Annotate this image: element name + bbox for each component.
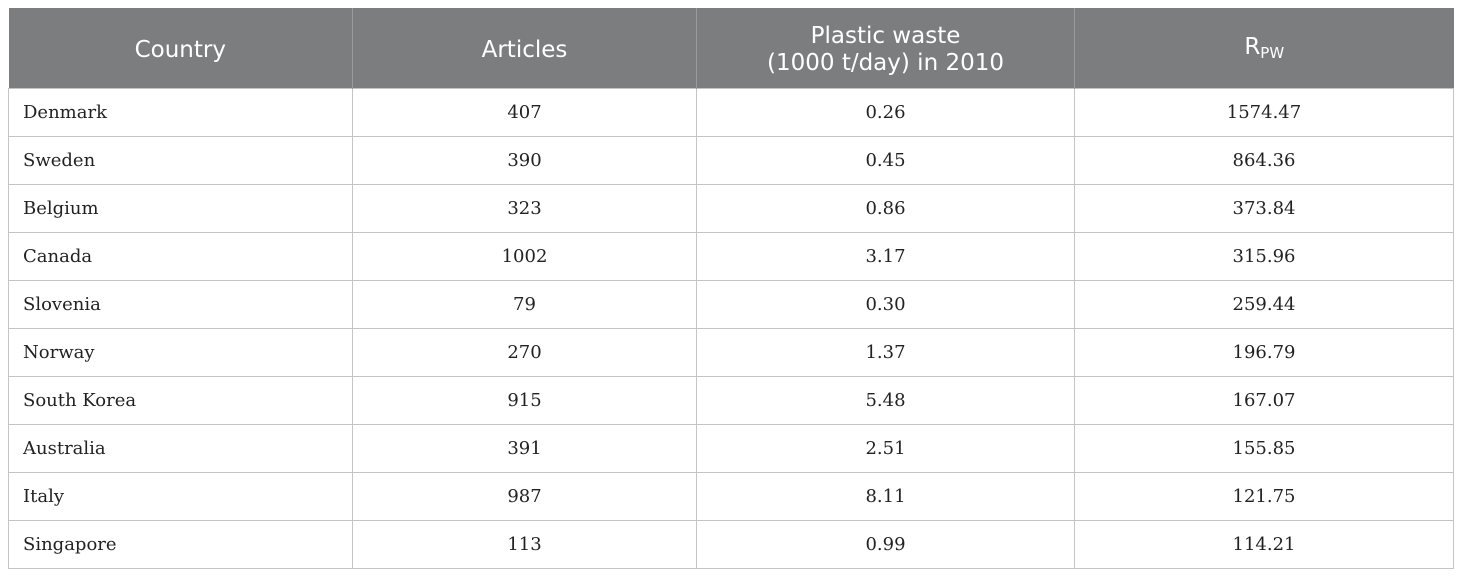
- articles-cell: 270: [352, 328, 697, 377]
- table-body: Denmark 407 0.26 1574.47 Sweden 390 0.45 864.36…: [8, 88, 1454, 569]
- articles-cell: 987: [352, 472, 697, 521]
- country-cell: Australia: [8, 424, 353, 473]
- plastic-waste-cell: 8.11: [696, 472, 1075, 521]
- rpw-cell: 373.84: [1074, 184, 1454, 233]
- country-cell: Norway: [8, 328, 353, 377]
- table-row: Denmark 407 0.26 1574.47: [8, 88, 1454, 137]
- country-cell: Slovenia: [8, 280, 353, 329]
- country-cell: Sweden: [8, 136, 353, 185]
- plastic-waste-cell: 0.45: [696, 136, 1075, 185]
- country-cell: Singapore: [8, 520, 353, 569]
- data-table-container: Country Articles Plastic waste (1000 t/d…: [8, 8, 1454, 569]
- header-country: Country: [8, 8, 353, 89]
- articles-cell: 1002: [352, 232, 697, 281]
- plastic-waste-cell: 5.48: [696, 376, 1075, 425]
- plastic-waste-cell: 1.37: [696, 328, 1075, 377]
- header-rpw-main: R: [1244, 33, 1261, 60]
- country-cell: Denmark: [8, 88, 353, 137]
- articles-cell: 79: [352, 280, 697, 329]
- header-row: Country Articles Plastic waste (1000 t/d…: [8, 8, 1454, 89]
- articles-cell: 407: [352, 88, 697, 137]
- articles-cell: 915: [352, 376, 697, 425]
- articles-cell: 113: [352, 520, 697, 569]
- table-row: Singapore 113 0.99 114.21: [8, 520, 1454, 569]
- rpw-cell: 114.21: [1074, 520, 1454, 569]
- table-row: Sweden 390 0.45 864.36: [8, 136, 1454, 185]
- rpw-cell: 155.85: [1074, 424, 1454, 473]
- header-rpw: RPW: [1074, 8, 1454, 89]
- plastic-waste-cell: 2.51: [696, 424, 1075, 473]
- header-plastic-waste: Plastic waste (1000 t/day) in 2010: [696, 8, 1075, 89]
- rpw-cell: 121.75: [1074, 472, 1454, 521]
- plastic-waste-cell: 0.26: [696, 88, 1075, 137]
- rpw-cell: 259.44: [1074, 280, 1454, 329]
- rpw-cell: 864.36: [1074, 136, 1454, 185]
- plastic-waste-cell: 0.30: [696, 280, 1075, 329]
- country-cell: South Korea: [8, 376, 353, 425]
- data-table: Country Articles Plastic waste (1000 t/d…: [8, 8, 1454, 569]
- rpw-cell: 196.79: [1074, 328, 1454, 377]
- header-plastic-line2: (1000 t/day) in 2010: [767, 50, 1004, 76]
- header-articles: Articles: [352, 8, 697, 89]
- table-row: Canada 1002 3.17 315.96: [8, 232, 1454, 281]
- rpw-cell: 167.07: [1074, 376, 1454, 425]
- header-rpw-sub: PW: [1260, 43, 1285, 62]
- header-plastic-line1: Plastic waste: [810, 23, 961, 49]
- rpw-cell: 1574.47: [1074, 88, 1454, 137]
- articles-cell: 323: [352, 184, 697, 233]
- header-country-label: Country: [134, 36, 226, 63]
- plastic-waste-cell: 3.17: [696, 232, 1075, 281]
- table-row: South Korea 915 5.48 167.07: [8, 376, 1454, 425]
- table-row: Italy 987 8.11 121.75: [8, 472, 1454, 521]
- table-row: Slovenia 79 0.30 259.44: [8, 280, 1454, 329]
- table-row: Belgium 323 0.86 373.84: [8, 184, 1454, 233]
- table-row: Norway 270 1.37 196.79: [8, 328, 1454, 377]
- country-cell: Belgium: [8, 184, 353, 233]
- country-cell: Canada: [8, 232, 353, 281]
- table-row: Australia 391 2.51 155.85: [8, 424, 1454, 473]
- header-articles-label: Articles: [481, 36, 568, 63]
- plastic-waste-cell: 0.86: [696, 184, 1075, 233]
- rpw-cell: 315.96: [1074, 232, 1454, 281]
- articles-cell: 391: [352, 424, 697, 473]
- country-cell: Italy: [8, 472, 353, 521]
- plastic-waste-cell: 0.99: [696, 520, 1075, 569]
- articles-cell: 390: [352, 136, 697, 185]
